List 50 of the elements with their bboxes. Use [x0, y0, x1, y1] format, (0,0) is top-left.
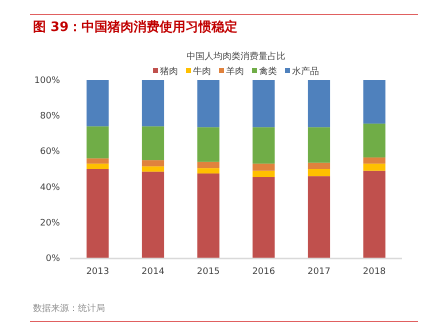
- bar: [142, 166, 164, 172]
- legend-label: 猪肉: [160, 66, 178, 77]
- x-tick-label: 2014: [142, 267, 165, 277]
- bar: [252, 164, 275, 171]
- legend-label: 水产品: [292, 66, 319, 77]
- y-tick-label: 100%: [34, 76, 60, 86]
- bar: [308, 127, 330, 163]
- bar: [252, 170, 275, 178]
- bar: [252, 127, 275, 164]
- bar: [363, 170, 386, 258]
- bar: [197, 173, 220, 258]
- bar: [308, 162, 330, 169]
- bar: [142, 172, 164, 258]
- bar: [86, 80, 109, 126]
- legend-label: 禽类: [259, 66, 277, 77]
- legend-label: 羊肉: [226, 66, 244, 77]
- chart-subtitle: 中国人均肉类消费量占比: [186, 51, 286, 62]
- bar: [308, 169, 330, 176]
- bar: [308, 80, 330, 128]
- bar: [197, 80, 220, 128]
- bar: [197, 127, 220, 162]
- bar: [252, 177, 275, 258]
- y-tick-label: 20%: [40, 218, 60, 228]
- bar: [363, 157, 386, 164]
- bar: [197, 168, 220, 174]
- x-tick-label: 2016: [252, 267, 276, 277]
- bar: [363, 124, 386, 158]
- bar: [142, 80, 164, 126]
- y-tick-label: 0%: [46, 254, 60, 264]
- bar: [363, 164, 386, 171]
- bar: [363, 80, 386, 124]
- bar: [197, 162, 220, 168]
- bar: [142, 126, 164, 160]
- x-tick-label: 2018: [362, 267, 386, 277]
- bar: [142, 160, 164, 166]
- x-tick-label: 2013: [86, 267, 110, 277]
- bar: [86, 169, 109, 258]
- y-tick-label: 60%: [40, 147, 60, 158]
- bar: [86, 126, 109, 158]
- y-tick-label: 80%: [40, 112, 60, 122]
- bar: [86, 164, 109, 169]
- x-tick-label: 2015: [196, 267, 220, 277]
- x-tick-label: 2017: [308, 267, 330, 277]
- legend-label: 牛肉: [193, 66, 211, 77]
- bar: [308, 176, 330, 258]
- bar: [86, 158, 109, 164]
- y-tick-label: 40%: [40, 182, 60, 193]
- chart-title: 图 39：中国猪肉消费使用习惯稳定: [33, 19, 238, 35]
- bar: [252, 80, 275, 128]
- source-note: 数据来源：统计局: [33, 303, 105, 314]
